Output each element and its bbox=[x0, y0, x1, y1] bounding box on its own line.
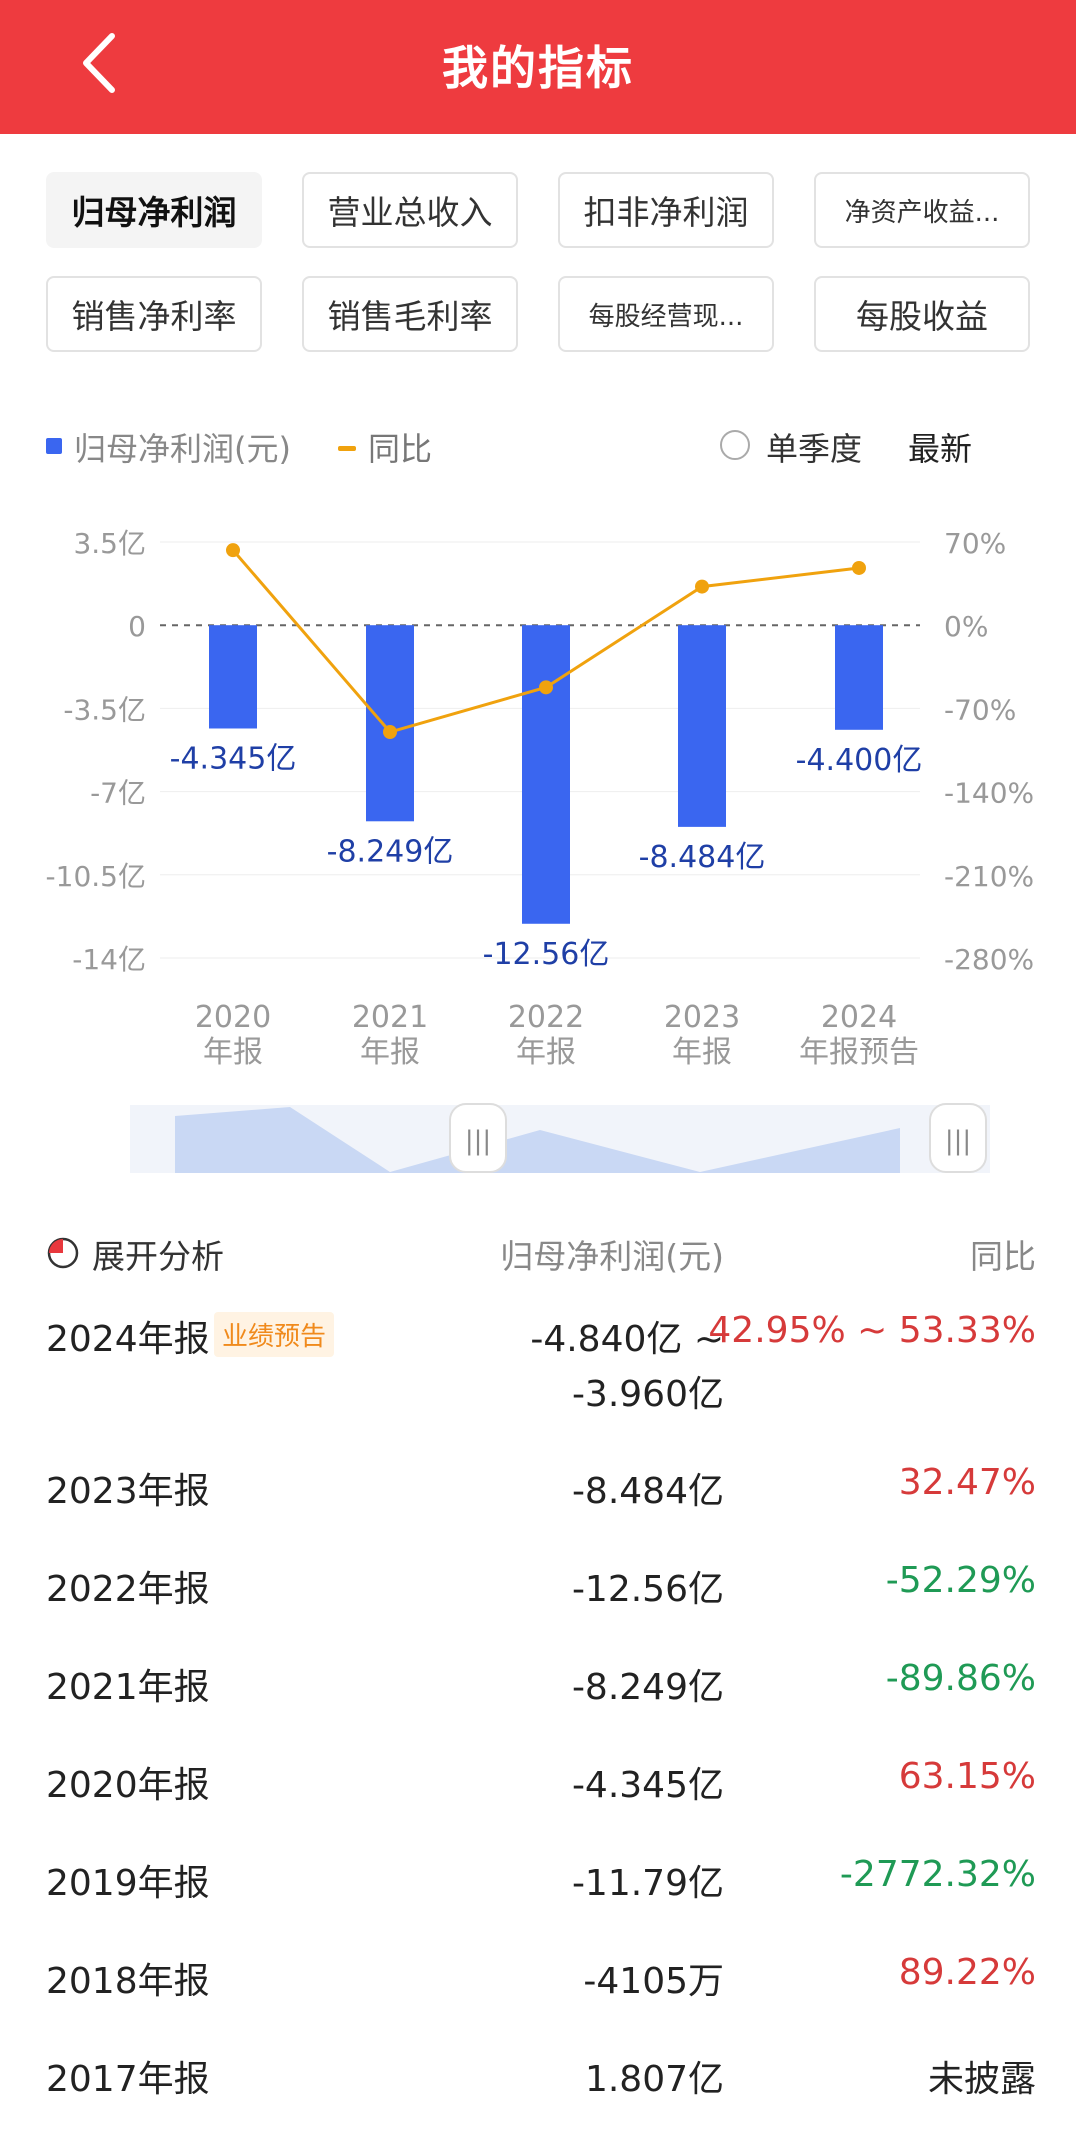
row-value-upper: -3.960亿 bbox=[571, 1374, 724, 1415]
row-yoy: 未披露 bbox=[927, 2059, 1036, 2100]
chevron-left-icon bbox=[83, 33, 115, 93]
back-button[interactable] bbox=[70, 28, 130, 98]
forecast-badge: 业绩预告 bbox=[214, 1312, 335, 1357]
bar-2021 bbox=[366, 625, 414, 822]
y-right-tick: -280% bbox=[944, 943, 1034, 976]
bar-2023 bbox=[678, 625, 726, 827]
row-period: 2021年报 bbox=[46, 1667, 210, 1708]
row-period: 2024年报 bbox=[46, 1319, 210, 1360]
x-tick-year: 2022 bbox=[508, 1000, 584, 1035]
y-left-tick: -14亿 bbox=[72, 943, 146, 976]
bar-2020 bbox=[209, 625, 257, 729]
row-value: -4.345亿 bbox=[571, 1765, 724, 1806]
row-value: -4.840亿 ~ bbox=[530, 1319, 724, 1360]
x-tick-kind: 年报 bbox=[516, 1035, 576, 1070]
bar-label-2021: -8.249亿 bbox=[327, 834, 454, 869]
profit-chart: 3.5亿 0 -3.5亿 -7亿 -10.5亿 -14亿 70% 0% -70% -140% -21… bbox=[46, 527, 1034, 1173]
row-value: -8.249亿 bbox=[571, 1667, 724, 1708]
table-header: 展开分析 归母净利润(元) 同比 bbox=[46, 1230, 1036, 1280]
latest-toggle[interactable]: 最新 bbox=[908, 430, 973, 468]
x-tick-year: 2021 bbox=[352, 1000, 428, 1035]
range-handle-right-grip: ||| bbox=[945, 1126, 971, 1156]
yoy-point-2021 bbox=[383, 725, 397, 740]
bar-label-2022: -12.56亿 bbox=[483, 937, 610, 972]
chart-legend: 归母净利润(元) 同比 单季度 最新 bbox=[46, 424, 1036, 474]
y-left-tick: -7亿 bbox=[90, 777, 146, 810]
row-period: 2020年报 bbox=[46, 1765, 210, 1806]
y-left-tick: -3.5亿 bbox=[63, 693, 146, 726]
tab-4[interactable]: 销售净利率 bbox=[46, 276, 262, 352]
row-period: 2023年报 bbox=[46, 1471, 210, 1512]
tab-3[interactable]: 净资产收益... bbox=[814, 172, 1030, 248]
x-tick-kind: 年报预告 bbox=[799, 1035, 919, 1070]
yoy-point-2022 bbox=[539, 680, 553, 695]
row-yoy: 89.22% bbox=[898, 1952, 1036, 1993]
column-header-yoy: 同比 bbox=[970, 1237, 1036, 1276]
bar-2022 bbox=[522, 625, 570, 924]
row-yoy: 42.95% ~ 53.33% bbox=[708, 1310, 1036, 1351]
x-tick-kind: 年报 bbox=[672, 1035, 732, 1070]
row-yoy: -52.29% bbox=[885, 1560, 1036, 1601]
y-left-tick: 0 bbox=[128, 610, 146, 643]
y-right-tick: 70% bbox=[944, 527, 1006, 560]
row-period: 2018年报 bbox=[46, 1961, 210, 2002]
page-title: 我的指标 bbox=[442, 41, 634, 95]
tab-6[interactable]: 每股经营现... bbox=[558, 276, 774, 352]
bar-2024 bbox=[835, 625, 883, 730]
range-handle-right[interactable] bbox=[929, 1103, 987, 1173]
yoy-point-2024 bbox=[852, 560, 866, 575]
tab-2[interactable]: 扣非净利润 bbox=[558, 172, 774, 248]
yoy-point-2023 bbox=[695, 579, 709, 594]
y-left-tick: -10.5亿 bbox=[46, 860, 146, 893]
row-value: -4105万 bbox=[583, 1961, 724, 2002]
row-period: 2022年报 bbox=[46, 1569, 210, 1610]
x-tick-year: 2023 bbox=[664, 1000, 740, 1035]
tab-5[interactable]: 销售毛利率 bbox=[302, 276, 518, 352]
row-yoy: 63.15% bbox=[898, 1756, 1036, 1797]
line-legend-label: 同比 bbox=[368, 430, 433, 468]
bar-label-2023: -8.484亿 bbox=[639, 840, 766, 875]
tab-7[interactable]: 每股收益 bbox=[814, 276, 1030, 352]
x-tick-kind: 年报 bbox=[360, 1035, 420, 1070]
row-yoy: -2772.32% bbox=[839, 1854, 1036, 1895]
tab-1[interactable]: 营业总收入 bbox=[302, 172, 518, 248]
y-right-tick: -210% bbox=[944, 860, 1034, 893]
row-period: 2017年报 bbox=[46, 2059, 210, 2100]
range-handle-left-grip: ||| bbox=[465, 1126, 491, 1156]
y-right-tick: 0% bbox=[944, 610, 988, 643]
bar-legend-label: 归母净利润(元) bbox=[74, 430, 291, 468]
row-value: -12.56亿 bbox=[571, 1569, 724, 1610]
bar-legend-swatch bbox=[46, 438, 62, 454]
y-right-tick: -70% bbox=[944, 693, 1016, 726]
yoy-point-2020 bbox=[226, 543, 240, 558]
bar-label-2024: -4.400亿 bbox=[796, 743, 923, 778]
row-value: -8.484亿 bbox=[571, 1471, 724, 1512]
row-yoy: 32.47% bbox=[898, 1462, 1036, 1503]
y-left-tick: 3.5亿 bbox=[73, 527, 146, 560]
range-handle-left[interactable] bbox=[449, 1103, 507, 1173]
row-value: -11.79亿 bbox=[571, 1863, 724, 1904]
y-right-tick: -140% bbox=[944, 777, 1034, 810]
column-header-value: 归母净利润(元) bbox=[500, 1237, 724, 1276]
tab-0[interactable]: 归母净利润 bbox=[46, 172, 262, 248]
pie-chart-icon[interactable] bbox=[46, 1236, 80, 1270]
row-yoy: -89.86% bbox=[885, 1658, 1036, 1699]
app-header: 我的指标 bbox=[0, 0, 1076, 134]
single-quarter-label[interactable]: 单季度 bbox=[766, 430, 863, 468]
x-tick-year: 2020 bbox=[195, 1000, 271, 1035]
single-quarter-radio[interactable] bbox=[720, 430, 750, 460]
bar-label-2020: -4.345亿 bbox=[170, 741, 297, 776]
row-value: 1.807亿 bbox=[584, 2059, 724, 2100]
row-period: 2019年报 bbox=[46, 1863, 210, 1904]
x-tick-year: 2024 bbox=[821, 1000, 897, 1035]
range-slider-preview bbox=[175, 1107, 900, 1173]
expand-analysis-link[interactable]: 展开分析 bbox=[92, 1237, 224, 1276]
x-tick-kind: 年报 bbox=[203, 1035, 263, 1070]
line-legend-swatch bbox=[338, 446, 356, 451]
